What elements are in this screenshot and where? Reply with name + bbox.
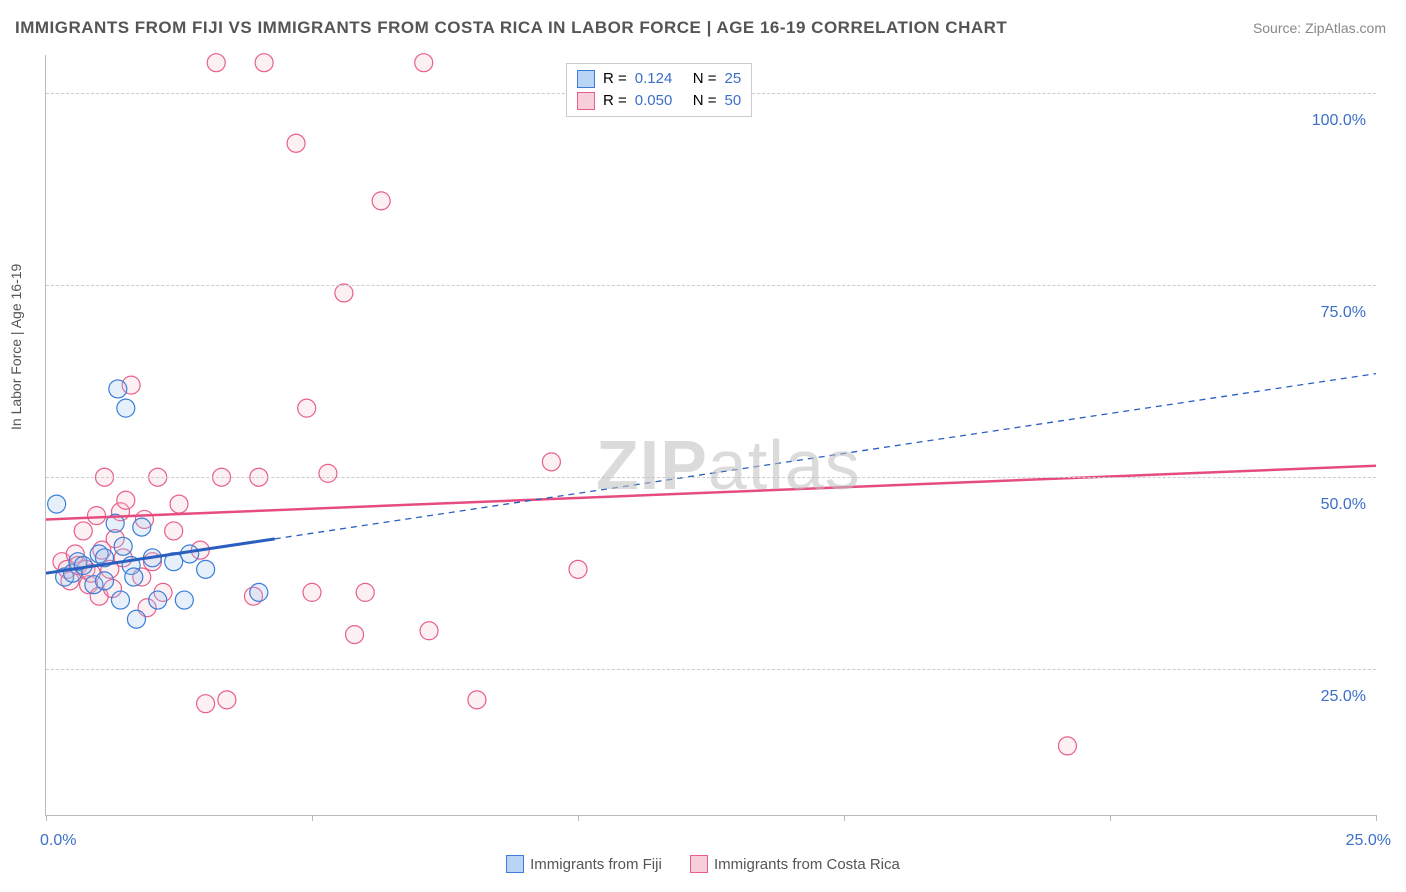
scatter-point <box>335 284 353 302</box>
legend-n-value-1: 25 <box>725 68 742 90</box>
scatter-point <box>109 380 127 398</box>
x-tick <box>46 815 47 821</box>
x-tick <box>844 815 845 821</box>
series-legend-bottom: Immigrants from Fiji Immigrants from Cos… <box>0 855 1406 877</box>
x-tick <box>1376 815 1377 821</box>
source-attribution: Source: ZipAtlas.com <box>1253 20 1386 36</box>
scatter-point <box>218 691 236 709</box>
legend-r-label: R = <box>603 90 627 112</box>
scatter-point <box>372 192 390 210</box>
legend-r-value-1: 0.124 <box>635 68 685 90</box>
scatter-point <box>255 54 273 72</box>
scatter-point <box>1058 737 1076 755</box>
scatter-point <box>125 568 143 586</box>
legend-swatch-costarica-bottom <box>690 855 708 873</box>
legend-label-fiji: Immigrants from Fiji <box>530 856 662 873</box>
x-tick <box>312 815 313 821</box>
scatter-point <box>319 464 337 482</box>
legend-n-value-2: 50 <box>725 90 742 112</box>
legend-r-label: R = <box>603 68 627 90</box>
x-tick <box>1110 815 1111 821</box>
scatter-point <box>133 518 151 536</box>
scatter-point <box>88 507 106 525</box>
y-tick-label: 75.0% <box>1321 304 1366 322</box>
scatter-point <box>420 622 438 640</box>
scatter-point <box>468 691 486 709</box>
legend-r-value-2: 0.050 <box>635 90 685 112</box>
scatter-point <box>303 583 321 601</box>
scatter-point <box>149 591 167 609</box>
scatter-point <box>207 54 225 72</box>
legend-item-fiji: Immigrants from Fiji <box>506 855 662 873</box>
scatter-point <box>117 399 135 417</box>
x-tick-label-min: 0.0% <box>40 832 76 850</box>
gridline-horizontal <box>46 669 1376 670</box>
scatter-point <box>287 134 305 152</box>
gridline-horizontal <box>46 285 1376 286</box>
legend-label-costarica: Immigrants from Costa Rica <box>714 856 900 873</box>
scatter-point <box>48 495 66 513</box>
scatter-point <box>298 399 316 417</box>
y-tick-label: 50.0% <box>1321 496 1366 514</box>
scatter-point <box>569 560 587 578</box>
x-tick-label-max: 25.0% <box>1346 832 1391 850</box>
scatter-point <box>356 583 374 601</box>
chart-svg <box>46 55 1376 815</box>
legend-row-series-1: R = 0.124 N = 25 <box>577 68 741 90</box>
legend-swatch-costarica <box>577 92 595 110</box>
y-tick-label: 25.0% <box>1321 688 1366 706</box>
scatter-point <box>170 495 188 513</box>
scatter-point <box>74 522 92 540</box>
gridline-horizontal <box>46 477 1376 478</box>
scatter-point <box>415 54 433 72</box>
chart-title: IMMIGRANTS FROM FIJI VS IMMIGRANTS FROM … <box>15 18 1007 38</box>
correlation-legend-box: R = 0.124 N = 25 R = 0.050 N = 50 <box>566 63 752 117</box>
scatter-point <box>542 453 560 471</box>
legend-swatch-fiji <box>577 70 595 88</box>
legend-row-series-2: R = 0.050 N = 50 <box>577 90 741 112</box>
y-tick-label: 100.0% <box>1312 112 1366 130</box>
scatter-point <box>346 626 364 644</box>
scatter-point <box>165 522 183 540</box>
scatter-point <box>96 572 114 590</box>
scatter-point <box>197 695 215 713</box>
legend-n-label: N = <box>693 90 717 112</box>
scatter-point <box>250 583 268 601</box>
legend-n-label: N = <box>693 68 717 90</box>
scatter-point <box>127 610 145 628</box>
scatter-point <box>175 591 193 609</box>
chart-plot-area: R = 0.124 N = 25 R = 0.050 N = 50 ZIPatl… <box>45 55 1376 816</box>
y-axis-label: In Labor Force | Age 16-19 <box>8 264 24 430</box>
trend-line-dashed <box>275 374 1376 539</box>
scatter-point <box>114 537 132 555</box>
scatter-point <box>117 491 135 509</box>
legend-swatch-fiji-bottom <box>506 855 524 873</box>
x-tick <box>578 815 579 821</box>
legend-item-costarica: Immigrants from Costa Rica <box>690 855 900 873</box>
scatter-point <box>197 560 215 578</box>
scatter-point <box>111 591 129 609</box>
